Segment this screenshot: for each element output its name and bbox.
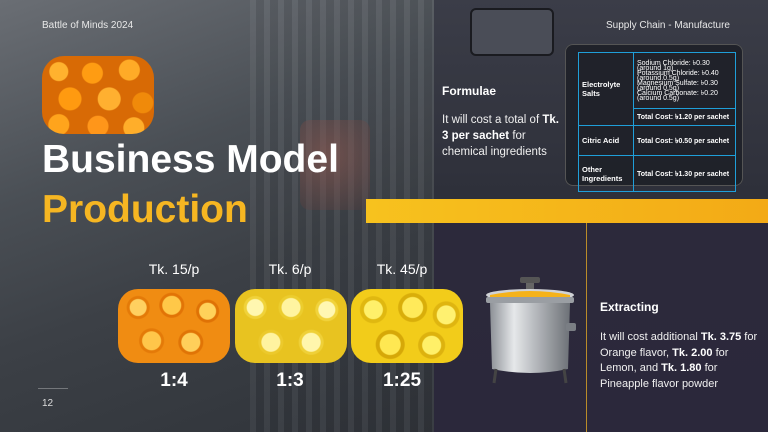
cell-other-total: Total Cost: ৳1.30 per sachet xyxy=(633,155,736,192)
price-orange: Tk. 15/p xyxy=(148,261,200,277)
pineapple-slices-image xyxy=(351,289,463,363)
table-row-electrolyte: Electrolyte Salts Sodium Chloride: ৳0.30… xyxy=(578,52,736,126)
cost-table: Electrolyte Salts Sodium Chloride: ৳0.30… xyxy=(578,52,736,192)
extracting-heading: Extracting xyxy=(600,300,659,314)
table-row-citric: Citric Acid Total Cost: ৳0.50 per sachet xyxy=(578,125,736,156)
ratio-orange: 1:4 xyxy=(160,370,188,391)
title-business-model: Business Model xyxy=(42,138,339,181)
extraction-kettle-icon xyxy=(486,277,576,384)
cell-electrolyte-name: Electrolyte Salts xyxy=(578,52,634,126)
table-row-other: Other Ingredients Total Cost: ৳1.30 per … xyxy=(578,155,736,192)
accent-bar xyxy=(366,199,768,223)
machine-panel-decoration xyxy=(470,8,554,56)
cell-other-name: Other Ingredients xyxy=(578,155,634,192)
background-overlay-right xyxy=(434,218,768,432)
price-pineapple: Tk. 45/p xyxy=(376,261,428,277)
page-number-divider xyxy=(38,388,68,389)
page-number: 12 xyxy=(42,398,54,409)
oranges-image xyxy=(42,56,154,134)
title-production: Production xyxy=(42,188,248,231)
divider-line xyxy=(586,220,587,432)
extracting-text: It will cost additional Tk. 3.75 for Ora… xyxy=(600,331,758,390)
cell-electrolyte-details: Sodium Chloride: ৳0.30 (around 1g) Potas… xyxy=(633,52,736,109)
lemon-slices-image xyxy=(235,289,347,363)
formulae-text: It will cost a total of Tk. 3 per sachet… xyxy=(442,114,559,158)
orange-slices-image xyxy=(118,289,230,363)
cell-electrolyte-total: Total Cost: ৳1.20 per sachet xyxy=(633,108,736,126)
price-lemon: Tk. 6/p xyxy=(268,261,312,277)
header-section-title: Supply Chain - Manufacture xyxy=(606,20,730,31)
cell-citric-total: Total Cost: ৳0.50 per sachet xyxy=(633,125,736,156)
ratio-lemon: 1:3 xyxy=(276,370,304,391)
header-event-title: Battle of Minds 2024 xyxy=(42,20,134,31)
cell-citric-name: Citric Acid xyxy=(578,125,634,156)
formulae-heading: Formulae xyxy=(442,84,497,98)
ratio-pineapple: 1:25 xyxy=(382,370,422,391)
